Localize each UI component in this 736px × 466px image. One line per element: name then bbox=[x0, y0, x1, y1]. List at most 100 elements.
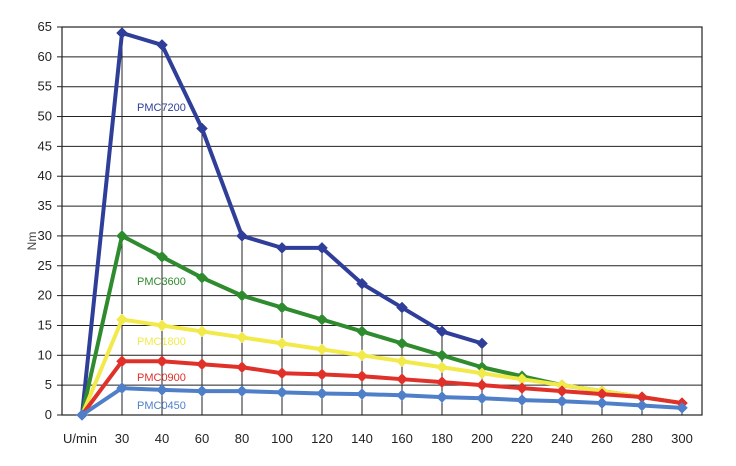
x-tick-label: 200 bbox=[471, 431, 493, 446]
data-point bbox=[116, 313, 128, 326]
data-point bbox=[316, 343, 328, 356]
data-point bbox=[316, 387, 328, 400]
data-point bbox=[476, 367, 488, 380]
y-tick-label: 35 bbox=[38, 198, 52, 213]
y-tick-label: 15 bbox=[38, 317, 52, 332]
x-tick-label: 260 bbox=[591, 431, 613, 446]
data-point bbox=[276, 367, 288, 380]
y-axis-label: Nm bbox=[25, 232, 39, 251]
data-point bbox=[516, 382, 528, 394]
x-tick-label: 120 bbox=[311, 431, 333, 446]
data-point bbox=[476, 379, 488, 392]
series-line bbox=[80, 359, 684, 417]
y-tick-label: 30 bbox=[38, 228, 52, 243]
y-tick-label: 55 bbox=[38, 79, 52, 94]
x-tick-label: 220 bbox=[511, 431, 533, 446]
data-point bbox=[196, 271, 208, 284]
data-point bbox=[276, 301, 288, 314]
series-label: PMC1800 bbox=[137, 336, 186, 348]
data-point bbox=[116, 27, 128, 39]
data-point bbox=[436, 349, 448, 362]
data-point bbox=[316, 242, 328, 254]
data-point bbox=[396, 373, 408, 386]
data-point bbox=[76, 409, 88, 421]
series-label: PMC0900 bbox=[137, 372, 186, 384]
data-point bbox=[316, 313, 328, 326]
data-point bbox=[396, 355, 408, 368]
y-tick-label: 40 bbox=[38, 168, 52, 183]
x-tick-label: 100 bbox=[271, 431, 293, 446]
data-point bbox=[356, 349, 368, 362]
data-point bbox=[116, 230, 128, 242]
data-point bbox=[236, 230, 248, 242]
y-tick-label: 20 bbox=[38, 288, 52, 303]
data-point bbox=[236, 361, 248, 374]
data-point bbox=[436, 325, 448, 338]
grid bbox=[57, 26, 703, 416]
x-axis-label: U/min bbox=[63, 431, 97, 446]
y-tick-label: 45 bbox=[38, 138, 52, 153]
x-tick-label: 280 bbox=[631, 431, 653, 446]
y-tick-label: 50 bbox=[38, 109, 52, 124]
data-point bbox=[436, 361, 448, 374]
data-point bbox=[236, 331, 248, 344]
data-point bbox=[476, 392, 488, 405]
data-point bbox=[676, 401, 688, 414]
data-point bbox=[156, 384, 168, 396]
data-point bbox=[156, 319, 168, 332]
x-tick-label: 60 bbox=[195, 431, 209, 446]
data-point bbox=[356, 325, 368, 338]
data-point bbox=[156, 39, 168, 51]
data-point bbox=[156, 355, 168, 368]
axis-ticks: 0 5 10 15 20 25 30 35 40 45 50 55 60 65 U/min 30 40 60 80 1… bbox=[38, 19, 693, 446]
data-point bbox=[116, 355, 128, 368]
data-point bbox=[436, 376, 448, 389]
y-tick-label: 0 bbox=[45, 407, 52, 422]
series-labels: PMC7200 PMC3600 PMC1800 PMC0900 PMC0450 bbox=[137, 102, 186, 412]
x-tick-label: 160 bbox=[391, 431, 413, 446]
y-tick-label: 25 bbox=[38, 258, 52, 273]
data-point bbox=[476, 337, 488, 350]
data-point bbox=[196, 325, 208, 338]
data-point bbox=[236, 289, 248, 302]
series-line bbox=[80, 386, 684, 417]
data-point bbox=[276, 242, 288, 254]
data-point bbox=[156, 250, 168, 263]
y-tick-label: 10 bbox=[38, 347, 52, 362]
data-point bbox=[356, 370, 368, 383]
data-point bbox=[276, 386, 288, 399]
data-point bbox=[316, 368, 328, 381]
data-point bbox=[396, 301, 408, 314]
y-tick-label: 65 bbox=[38, 19, 52, 34]
data-point bbox=[396, 389, 408, 402]
x-tick-label: 40 bbox=[155, 431, 169, 446]
data-point bbox=[116, 382, 128, 394]
plot-area bbox=[61, 26, 703, 416]
x-tick-label: 300 bbox=[671, 431, 693, 446]
x-tick-label: 180 bbox=[431, 431, 453, 446]
series-label: PMC0450 bbox=[137, 400, 186, 412]
data-point bbox=[236, 385, 248, 397]
data-point bbox=[196, 385, 208, 397]
data-point bbox=[516, 394, 528, 406]
data-point bbox=[196, 122, 208, 135]
x-tick-label: 80 bbox=[235, 431, 249, 446]
data-point bbox=[396, 337, 408, 350]
data-point bbox=[636, 399, 648, 412]
data-point bbox=[356, 277, 368, 290]
data-point bbox=[196, 358, 208, 371]
data-point bbox=[556, 395, 568, 408]
y-tick-label: 60 bbox=[38, 49, 52, 64]
series-group bbox=[76, 27, 688, 421]
x-tick-label: 140 bbox=[351, 431, 373, 446]
data-point bbox=[276, 337, 288, 350]
x-tick-label: 30 bbox=[115, 431, 129, 446]
data-point bbox=[356, 388, 368, 400]
series-line bbox=[80, 317, 684, 417]
data-point bbox=[436, 391, 448, 403]
series-label: PMC7200 bbox=[137, 102, 186, 114]
data-point bbox=[596, 397, 608, 409]
x-tick-label: 240 bbox=[551, 431, 573, 446]
series-label: PMC3600 bbox=[137, 276, 186, 288]
